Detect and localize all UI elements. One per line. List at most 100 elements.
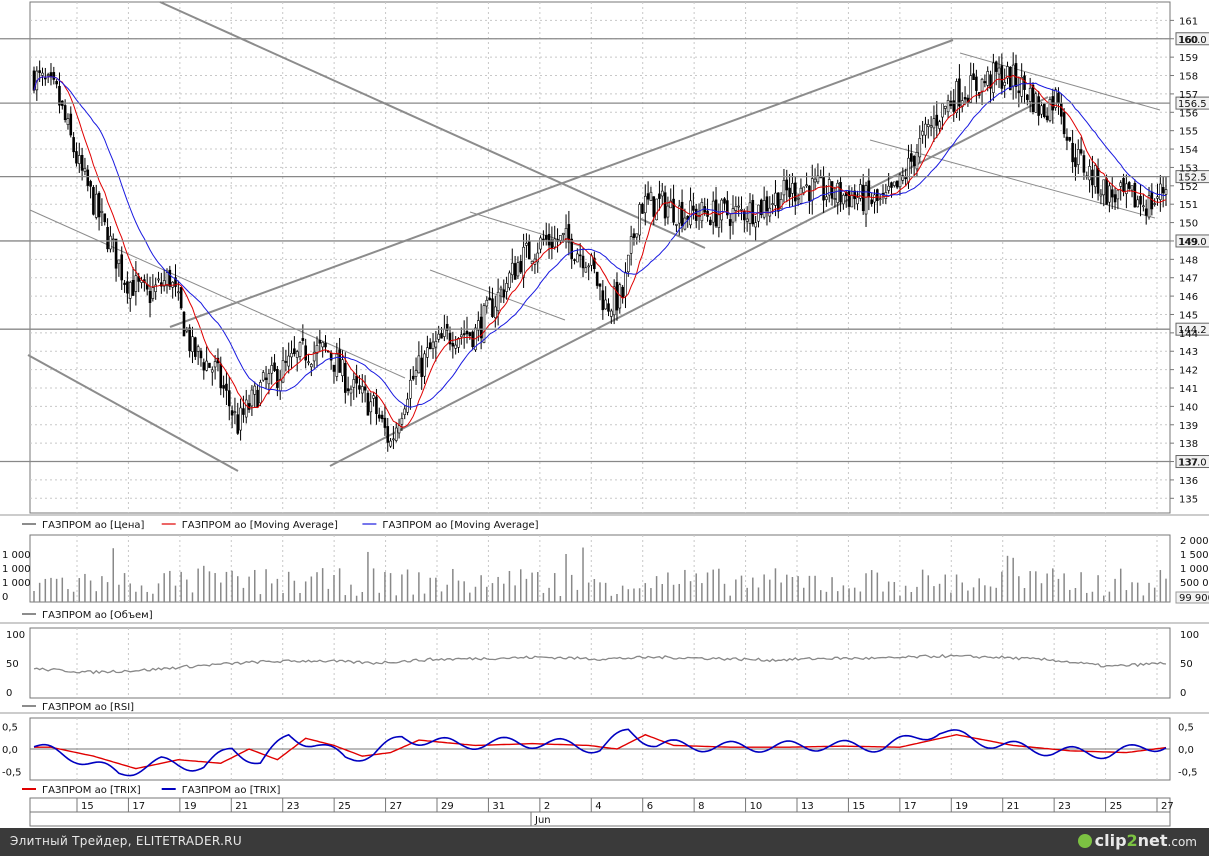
rsi-tick-left: 100 [6,630,25,641]
candle-body [788,187,791,198]
y-axis-labels: 135 136 137 138 139 140 141 142 143 144 145 146 147 1… [1170,16,1198,505]
candle-body [400,418,404,425]
price-tag-box [1175,32,1209,46]
candle-body [689,200,692,226]
price-tick-label: 138 [1179,439,1198,450]
legend-label: ГАЗПРОМ ао [Объем] [42,610,153,621]
trend-line [159,1,706,249]
candle-body [760,199,763,216]
candle-body [519,260,523,273]
candle-body [397,425,401,434]
candle-body [1071,142,1074,163]
candle-body [1113,194,1117,203]
candle-body [468,332,472,336]
candle-body [202,362,206,371]
candle-body [369,401,373,413]
candle-body [1091,169,1094,186]
candle-body [465,330,469,335]
candle-body [578,254,582,257]
candle-body [179,287,183,309]
candle-body [1153,203,1156,205]
candle-body [779,199,783,210]
candle-body [89,181,92,187]
candle-body [247,403,251,410]
candle-body [510,262,514,276]
candle-body [117,259,121,264]
candle-body [595,271,599,286]
candle-body [493,306,497,318]
price-level-tags: 160.0 156.5 152.5 149.0 144.2 137.0 [0,32,1209,469]
candle-body [160,282,163,287]
candle-body [301,338,305,341]
candle-body [771,203,774,205]
candle-body [638,204,641,236]
candle-body [935,114,939,126]
candle-body [626,254,630,273]
candle-body [669,200,673,209]
candle-body [462,333,466,336]
candle-body [423,353,426,377]
candle-body [1110,189,1114,198]
trix-tick-right: 0,5 [1178,723,1194,734]
candle-body [253,385,257,395]
candle-body [867,180,871,198]
candle-body [457,337,460,348]
candle-body [629,236,633,254]
candle-body [321,342,324,348]
volume-tick-right: 500 00 [1180,578,1209,589]
candle-body [700,202,704,222]
trix-tick-right: 0,0 [1178,745,1194,756]
candle-body [261,372,265,381]
candle-body [389,440,392,447]
candle-body [1139,195,1142,205]
candle-body [267,373,271,385]
price-tick-label: 141 [1179,384,1198,395]
candle-body [41,72,44,76]
panel-legends: ГАЗПРОМ ао [Цена] ГАЗПРОМ ао [Moving Aver… [22,520,539,796]
candle-body [587,265,590,268]
candle-body [219,363,223,389]
candle-body [663,192,667,219]
candle-body [417,355,421,374]
candle-body [692,205,695,211]
candle-body [754,222,757,228]
price-tag-label: 137.0 [1178,458,1207,469]
candle-body [165,272,169,287]
candle-body [445,323,449,331]
candle-body [601,290,605,311]
candle-body [649,191,653,201]
candle-body [185,329,189,332]
candle-body [901,175,905,181]
candle-body [75,151,78,164]
candle-body [168,269,172,287]
trend-line [169,39,954,328]
price-tick-label: 139 [1179,421,1198,432]
candle-body [162,280,166,287]
price-tag-label: 152.5 [1178,173,1207,184]
candle-body [86,169,90,186]
candle-body [230,410,234,416]
candle-body [861,184,865,212]
date-tick-label: 25 [1110,801,1123,812]
candle-body [1031,84,1035,113]
candle-body [1074,157,1077,167]
candle-body [782,180,786,196]
candle-body [434,341,438,348]
candle-body [604,299,607,310]
footer-bar: Элитный Трейдер, ELITETRADER.RU clip2net… [0,828,1209,856]
price-tick-label: 152 [1179,182,1198,193]
candle-body [994,61,998,72]
candle-body [273,362,276,371]
candle-body [1048,99,1052,121]
ma-slow-line [33,76,1167,408]
candle-body [1014,63,1018,87]
candle-body [672,198,675,223]
price-tag-label: 156.5 [1178,99,1207,110]
candle-body [813,178,817,183]
moving-averages [33,74,1167,428]
candle-body [409,379,412,399]
candle-body [530,260,534,264]
candle-body [850,195,854,208]
trend-line [27,354,239,472]
